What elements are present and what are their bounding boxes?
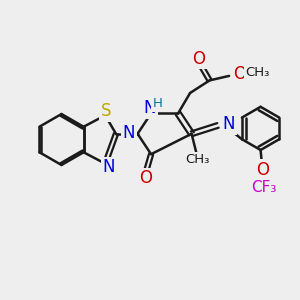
Text: CH₃: CH₃ xyxy=(185,153,209,167)
Text: CF₃: CF₃ xyxy=(251,180,276,195)
Text: CH₃: CH₃ xyxy=(246,66,270,80)
Text: O: O xyxy=(256,161,269,179)
Text: H: H xyxy=(153,97,163,110)
Text: N: N xyxy=(103,158,115,176)
Text: N: N xyxy=(223,115,235,133)
Text: S: S xyxy=(100,102,111,120)
Text: N: N xyxy=(123,124,135,142)
Text: N: N xyxy=(143,99,156,117)
Text: O: O xyxy=(233,65,246,83)
Text: O: O xyxy=(192,50,205,68)
Text: O: O xyxy=(139,169,152,187)
